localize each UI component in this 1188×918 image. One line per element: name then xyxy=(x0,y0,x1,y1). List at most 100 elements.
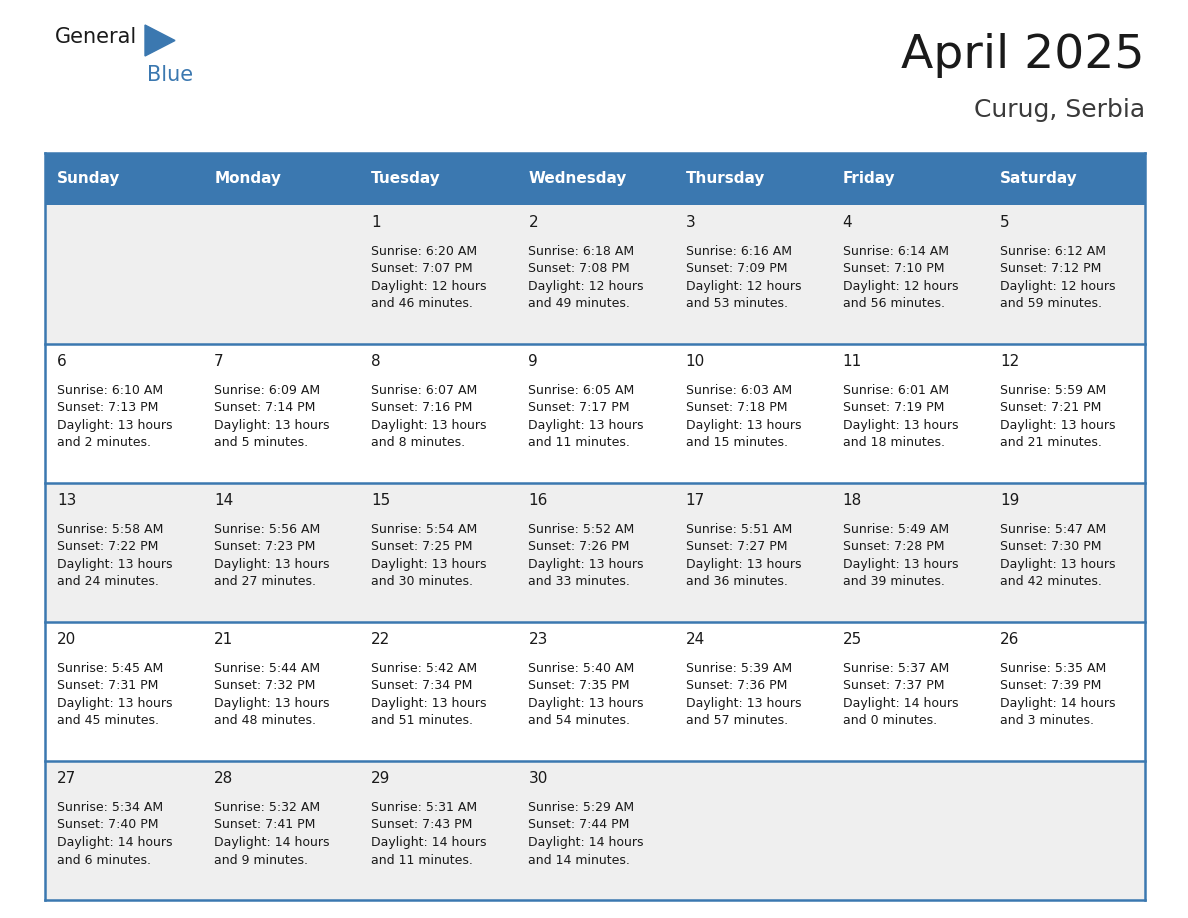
Text: Daylight: 13 hours: Daylight: 13 hours xyxy=(685,419,801,432)
Text: Sunset: 7:22 PM: Sunset: 7:22 PM xyxy=(57,541,158,554)
Text: 8: 8 xyxy=(372,354,381,369)
Text: Sunrise: 5:54 AM: Sunrise: 5:54 AM xyxy=(372,523,478,536)
Text: Daylight: 14 hours: Daylight: 14 hours xyxy=(1000,697,1116,710)
Text: Sunset: 7:10 PM: Sunset: 7:10 PM xyxy=(842,263,944,275)
Text: Sunset: 7:32 PM: Sunset: 7:32 PM xyxy=(214,679,316,692)
Text: Friday: Friday xyxy=(842,172,896,186)
Text: 2: 2 xyxy=(529,215,538,230)
Text: Sunday: Sunday xyxy=(57,172,120,186)
Bar xyxy=(517,761,674,900)
Text: and 56 minutes.: and 56 minutes. xyxy=(842,297,944,310)
Text: and 49 minutes.: and 49 minutes. xyxy=(529,297,631,310)
Text: Sunrise: 6:14 AM: Sunrise: 6:14 AM xyxy=(842,245,949,258)
Bar xyxy=(202,344,359,483)
Text: Sunset: 7:41 PM: Sunset: 7:41 PM xyxy=(214,819,316,832)
Text: and 11 minutes.: and 11 minutes. xyxy=(529,436,631,450)
Text: 26: 26 xyxy=(1000,632,1019,647)
Bar xyxy=(674,483,830,622)
Text: and 36 minutes.: and 36 minutes. xyxy=(685,576,788,588)
Bar xyxy=(674,344,830,483)
Text: Daylight: 12 hours: Daylight: 12 hours xyxy=(685,280,801,293)
Bar xyxy=(674,205,830,344)
Bar xyxy=(988,483,1145,622)
Bar xyxy=(988,761,1145,900)
Bar xyxy=(45,153,1145,205)
Text: Daylight: 12 hours: Daylight: 12 hours xyxy=(372,280,487,293)
Text: and 18 minutes.: and 18 minutes. xyxy=(842,436,944,450)
Text: Sunset: 7:34 PM: Sunset: 7:34 PM xyxy=(372,679,473,692)
Text: Daylight: 12 hours: Daylight: 12 hours xyxy=(842,280,959,293)
Text: Daylight: 13 hours: Daylight: 13 hours xyxy=(685,697,801,710)
Bar xyxy=(517,483,674,622)
Text: 17: 17 xyxy=(685,493,704,508)
Text: Daylight: 13 hours: Daylight: 13 hours xyxy=(57,558,172,571)
Text: and 27 minutes.: and 27 minutes. xyxy=(214,576,316,588)
Bar xyxy=(45,622,202,761)
Text: Sunrise: 5:44 AM: Sunrise: 5:44 AM xyxy=(214,662,321,675)
Bar xyxy=(359,205,517,344)
Text: Sunrise: 5:59 AM: Sunrise: 5:59 AM xyxy=(1000,384,1106,397)
Text: April 2025: April 2025 xyxy=(902,33,1145,78)
Text: Sunrise: 6:12 AM: Sunrise: 6:12 AM xyxy=(1000,245,1106,258)
Text: 3: 3 xyxy=(685,215,695,230)
Text: 15: 15 xyxy=(372,493,391,508)
Text: 5: 5 xyxy=(1000,215,1010,230)
Bar xyxy=(45,483,202,622)
Bar xyxy=(202,483,359,622)
Bar xyxy=(359,761,517,900)
Text: Sunrise: 5:39 AM: Sunrise: 5:39 AM xyxy=(685,662,791,675)
Text: Sunrise: 5:47 AM: Sunrise: 5:47 AM xyxy=(1000,523,1106,536)
Bar xyxy=(517,205,674,344)
Text: 27: 27 xyxy=(57,771,76,786)
Text: and 6 minutes.: and 6 minutes. xyxy=(57,854,151,867)
Text: 9: 9 xyxy=(529,354,538,369)
Text: Daylight: 14 hours: Daylight: 14 hours xyxy=(372,836,487,849)
Text: 23: 23 xyxy=(529,632,548,647)
Text: Daylight: 13 hours: Daylight: 13 hours xyxy=(57,697,172,710)
Text: and 0 minutes.: and 0 minutes. xyxy=(842,714,937,727)
Text: Sunset: 7:26 PM: Sunset: 7:26 PM xyxy=(529,541,630,554)
Text: and 2 minutes.: and 2 minutes. xyxy=(57,436,151,450)
Text: Sunset: 7:13 PM: Sunset: 7:13 PM xyxy=(57,401,158,415)
Bar xyxy=(359,483,517,622)
Text: Daylight: 13 hours: Daylight: 13 hours xyxy=(529,697,644,710)
Text: 25: 25 xyxy=(842,632,862,647)
Text: and 5 minutes.: and 5 minutes. xyxy=(214,436,308,450)
Text: Daylight: 12 hours: Daylight: 12 hours xyxy=(1000,280,1116,293)
Bar xyxy=(202,622,359,761)
Text: and 24 minutes.: and 24 minutes. xyxy=(57,576,159,588)
Text: 14: 14 xyxy=(214,493,233,508)
Text: Daylight: 13 hours: Daylight: 13 hours xyxy=(214,697,329,710)
Text: Daylight: 13 hours: Daylight: 13 hours xyxy=(842,558,959,571)
Text: Sunrise: 6:01 AM: Sunrise: 6:01 AM xyxy=(842,384,949,397)
Text: Sunrise: 5:56 AM: Sunrise: 5:56 AM xyxy=(214,523,321,536)
Bar xyxy=(45,344,202,483)
Text: Sunrise: 5:42 AM: Sunrise: 5:42 AM xyxy=(372,662,478,675)
Text: Daylight: 13 hours: Daylight: 13 hours xyxy=(214,558,329,571)
Text: Sunrise: 6:07 AM: Sunrise: 6:07 AM xyxy=(372,384,478,397)
Text: Daylight: 13 hours: Daylight: 13 hours xyxy=(1000,558,1116,571)
Text: and 53 minutes.: and 53 minutes. xyxy=(685,297,788,310)
Text: and 21 minutes.: and 21 minutes. xyxy=(1000,436,1101,450)
Text: and 3 minutes.: and 3 minutes. xyxy=(1000,714,1094,727)
Text: and 15 minutes.: and 15 minutes. xyxy=(685,436,788,450)
Text: 30: 30 xyxy=(529,771,548,786)
Text: Sunrise: 6:05 AM: Sunrise: 6:05 AM xyxy=(529,384,634,397)
Text: 7: 7 xyxy=(214,354,223,369)
Text: Sunset: 7:30 PM: Sunset: 7:30 PM xyxy=(1000,541,1101,554)
Bar xyxy=(830,483,988,622)
Text: Sunset: 7:39 PM: Sunset: 7:39 PM xyxy=(1000,679,1101,692)
Text: Sunset: 7:35 PM: Sunset: 7:35 PM xyxy=(529,679,630,692)
Text: 1: 1 xyxy=(372,215,381,230)
Bar xyxy=(202,761,359,900)
Bar xyxy=(830,761,988,900)
Text: 13: 13 xyxy=(57,493,76,508)
Text: 20: 20 xyxy=(57,632,76,647)
Text: and 33 minutes.: and 33 minutes. xyxy=(529,576,631,588)
Text: Sunset: 7:14 PM: Sunset: 7:14 PM xyxy=(214,401,316,415)
Text: Daylight: 13 hours: Daylight: 13 hours xyxy=(685,558,801,571)
Text: Daylight: 13 hours: Daylight: 13 hours xyxy=(372,558,487,571)
Text: Daylight: 13 hours: Daylight: 13 hours xyxy=(529,419,644,432)
Text: 21: 21 xyxy=(214,632,233,647)
Text: and 42 minutes.: and 42 minutes. xyxy=(1000,576,1101,588)
